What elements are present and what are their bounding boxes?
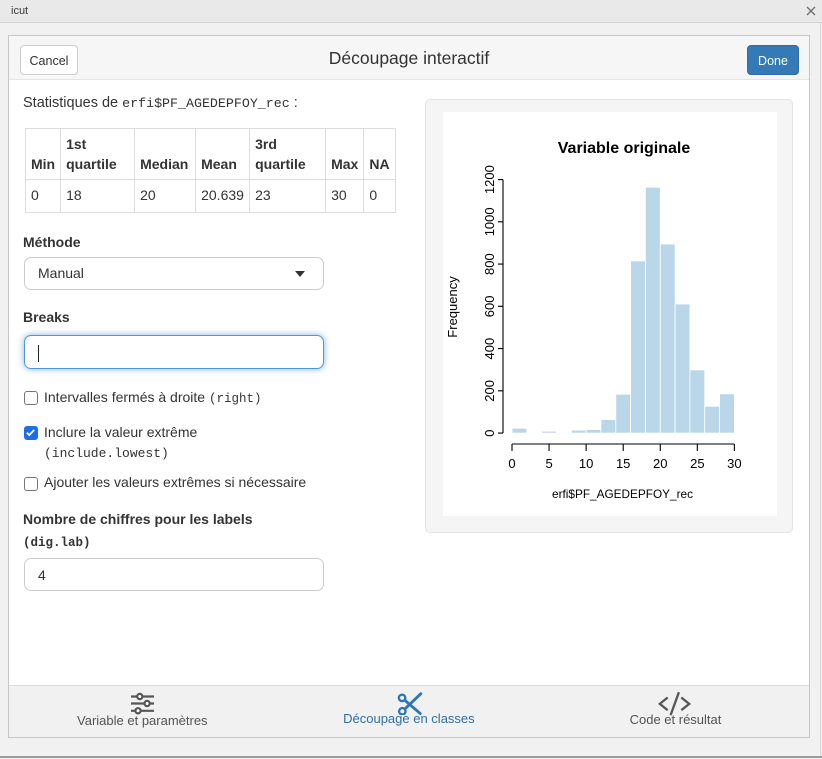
svg-text:1000: 1000 <box>482 207 497 236</box>
svg-text:0: 0 <box>482 429 497 436</box>
svg-text:1200: 1200 <box>482 165 497 194</box>
svg-text:Frequency: Frequency <box>445 276 460 338</box>
svg-text:30: 30 <box>727 456 741 471</box>
svg-text:Variable originale: Variable originale <box>558 140 691 157</box>
svg-text:erfi$PF_AGEDEPFOY_rec: erfi$PF_AGEDEPFOY_rec <box>552 487 693 501</box>
svg-text:600: 600 <box>482 295 497 317</box>
svg-text:200: 200 <box>482 380 497 402</box>
svg-text:5: 5 <box>545 456 552 471</box>
svg-text:800: 800 <box>482 253 497 275</box>
svg-text:15: 15 <box>616 456 630 471</box>
svg-text:20: 20 <box>653 456 667 471</box>
svg-text:0: 0 <box>508 456 515 471</box>
svg-text:25: 25 <box>690 456 704 471</box>
svg-text:400: 400 <box>482 338 497 360</box>
svg-text:10: 10 <box>579 456 593 471</box>
